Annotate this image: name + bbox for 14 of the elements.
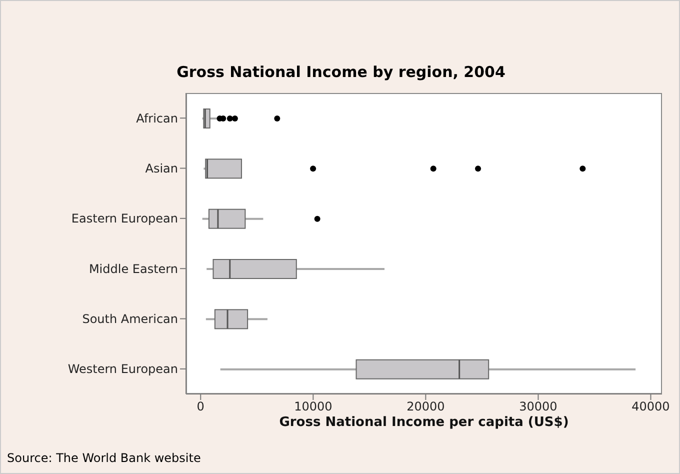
y-tick-label: Western European	[68, 362, 178, 376]
y-tick-label: Asian	[145, 162, 178, 176]
source-note: Source: The World Bank website	[7, 451, 201, 465]
y-tick-label: African	[136, 111, 178, 126]
y-tick-label: Middle Eastern	[88, 262, 178, 276]
x-tick-label: 0	[196, 400, 204, 414]
chart-title: Gross National Income by region, 2004	[176, 63, 506, 81]
x-tick-label: 40000	[632, 400, 670, 414]
x-tick-label: 10000	[294, 400, 332, 414]
x-tick-label: 20000	[406, 400, 445, 414]
y-tick-label: Eastern European	[71, 212, 178, 226]
x-axis-title: Gross National Income per capita (US$)	[279, 415, 569, 430]
x-tick-label: 30000	[519, 400, 558, 414]
y-tick-label: South American	[82, 312, 178, 326]
